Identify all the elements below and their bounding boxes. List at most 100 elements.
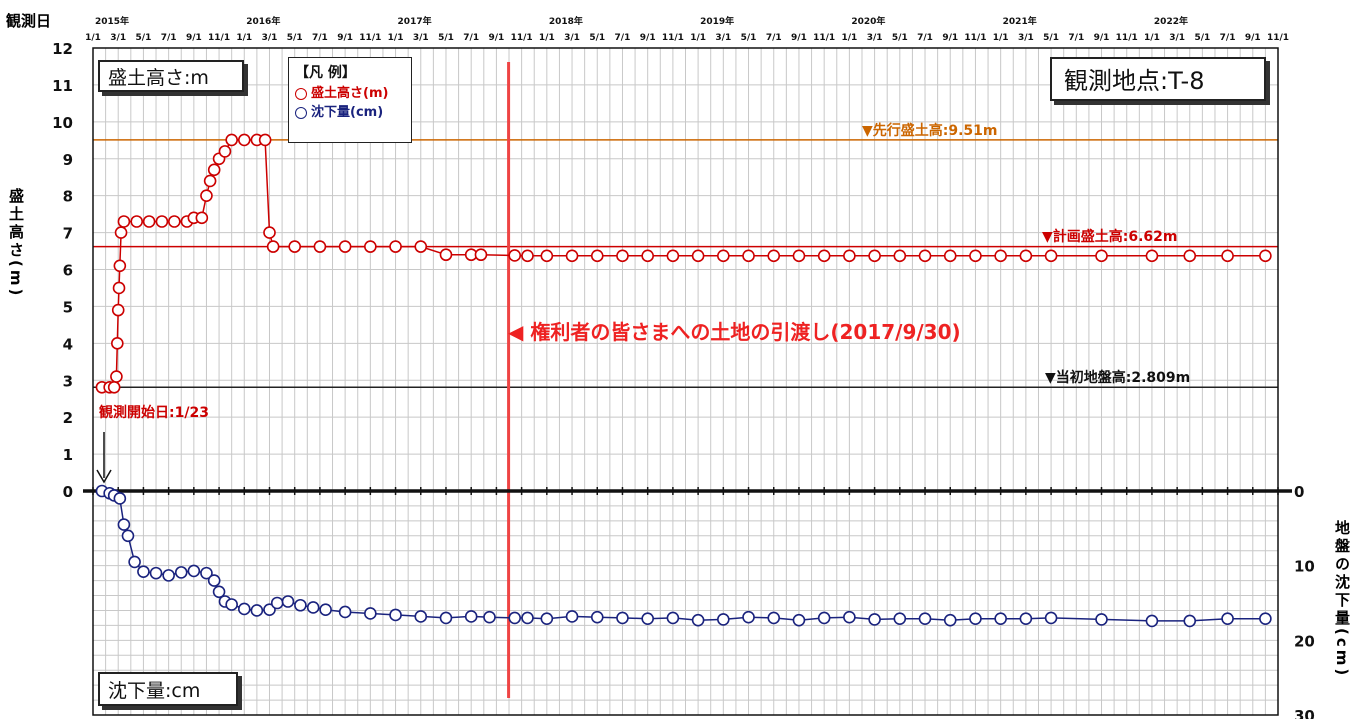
x-month-label: 9/1 (640, 33, 656, 43)
preload-label: ▼先行盛土高:9.51m (862, 123, 998, 139)
x-year-label: 2019年 (700, 15, 734, 27)
y-tick-label-bottom: 20 (1294, 632, 1315, 650)
bottom-title-box: 沈下量:cm (98, 672, 238, 706)
settlement-point (817, 611, 831, 625)
fill-height-point (994, 249, 1007, 263)
settlement-point (616, 611, 629, 625)
x-year-label: 2022年 (1154, 15, 1188, 27)
settlement-point (742, 610, 755, 624)
fill-height-point (893, 249, 907, 263)
x-month-label: 5/1 (1043, 33, 1059, 43)
fill-height-point (203, 174, 217, 188)
x-month-label: 1/1 (388, 33, 404, 43)
chart-axes (83, 47, 1292, 716)
settlement-point (389, 608, 402, 622)
y-tick-label-top: 9 (63, 151, 73, 169)
fill-height-point (742, 249, 755, 263)
fill-height-point (540, 249, 554, 263)
settlement-point (1095, 613, 1108, 626)
circle-marker-icon (295, 87, 307, 100)
settlement-point (250, 604, 264, 617)
fill-height-point (225, 133, 238, 147)
settlement-point (508, 611, 522, 625)
x-year-label: 2020年 (851, 15, 885, 27)
settlement-point (200, 566, 213, 580)
fill-height-point (112, 281, 126, 295)
settlement-point (128, 555, 141, 569)
y-tick-label-top: 0 (63, 483, 73, 501)
settlement-point (162, 569, 175, 582)
legend-title: 【凡 例】 (295, 65, 356, 81)
fill-height-point (258, 133, 272, 147)
x-month-label: 7/1 (463, 33, 479, 43)
fill-height-point (943, 249, 957, 263)
x-month-label: 5/1 (1194, 33, 1210, 43)
x-month-label: 9/1 (337, 33, 353, 43)
settlement-point (1221, 612, 1234, 625)
fill-height-point (616, 249, 629, 263)
settlement-series (95, 484, 1272, 628)
obs-date-label: 観測日 (6, 12, 52, 30)
fill-height-point (168, 215, 181, 228)
x-month-label: 11/1 (1267, 33, 1289, 43)
settlement-point (868, 613, 881, 626)
settlement-point (338, 605, 352, 619)
x-month-label: 3/1 (1018, 33, 1034, 43)
fill-height-point (288, 240, 302, 253)
fill-height-point (969, 249, 982, 263)
ground-label: ▼当初地盤高:2.809m (1045, 370, 1191, 386)
x-month-label: 3/1 (1169, 33, 1185, 43)
x-month-label: 5/1 (741, 33, 757, 43)
x-month-label: 11/1 (208, 33, 230, 43)
x-month-label: 5/1 (589, 33, 605, 43)
x-month-label: 1/1 (85, 33, 101, 43)
start-arrow-icon (96, 469, 112, 484)
fill-height-point (195, 211, 209, 225)
fill-height-point (364, 240, 377, 253)
top-title-box: 盛土高さ:m (98, 60, 244, 92)
settlement-point (137, 565, 150, 578)
settlement-point (969, 612, 982, 625)
fill-height-point (263, 226, 276, 239)
x-month-label: 7/1 (615, 33, 631, 43)
fill-height-point (792, 249, 806, 263)
fill-height-point (1044, 249, 1058, 263)
settlement-point (843, 610, 856, 624)
x-month-label: 11/1 (813, 33, 835, 43)
settlement-point (364, 607, 377, 620)
settlement-point (439, 611, 453, 625)
settlement-point (414, 610, 428, 623)
x-month-label: 11/1 (359, 33, 381, 43)
fill-height-point (508, 249, 522, 262)
y-tick-label-top: 8 (63, 188, 73, 206)
x-month-label: 11/1 (662, 33, 684, 43)
fill-height-point (218, 145, 232, 158)
x-month-label: 9/1 (186, 33, 202, 43)
fill-height-point (439, 248, 453, 262)
fill-height-point (207, 163, 221, 177)
x-year-label: 2016年 (246, 15, 280, 27)
settlement-point (263, 603, 276, 617)
fill-height-point (666, 249, 680, 263)
fill-height-point (313, 240, 327, 253)
fill-height-point (717, 249, 730, 263)
x-month-label: 3/1 (413, 33, 429, 43)
fill-height-point (111, 303, 125, 317)
y-tick-label-top: 2 (63, 409, 73, 427)
settlement-point (207, 574, 221, 587)
fill-height-point (414, 240, 428, 253)
x-month-label: 11/1 (1116, 33, 1138, 43)
fill-height-point (142, 215, 156, 228)
x-month-label: 1/1 (236, 33, 252, 43)
station-box: 観測地点:T-8 (1050, 57, 1266, 101)
x-year-label: 2015年 (95, 15, 129, 27)
fill-height-point (1221, 249, 1234, 263)
fill-height-point (1019, 249, 1033, 263)
settlement-point (893, 612, 907, 625)
x-year-label: 2021年 (1003, 15, 1037, 27)
circle-marker-icon (295, 106, 307, 119)
settlement-point (1019, 612, 1033, 625)
x-month-label: 5/1 (287, 33, 303, 43)
settlement-point (281, 595, 295, 608)
settlement-point (225, 598, 238, 611)
